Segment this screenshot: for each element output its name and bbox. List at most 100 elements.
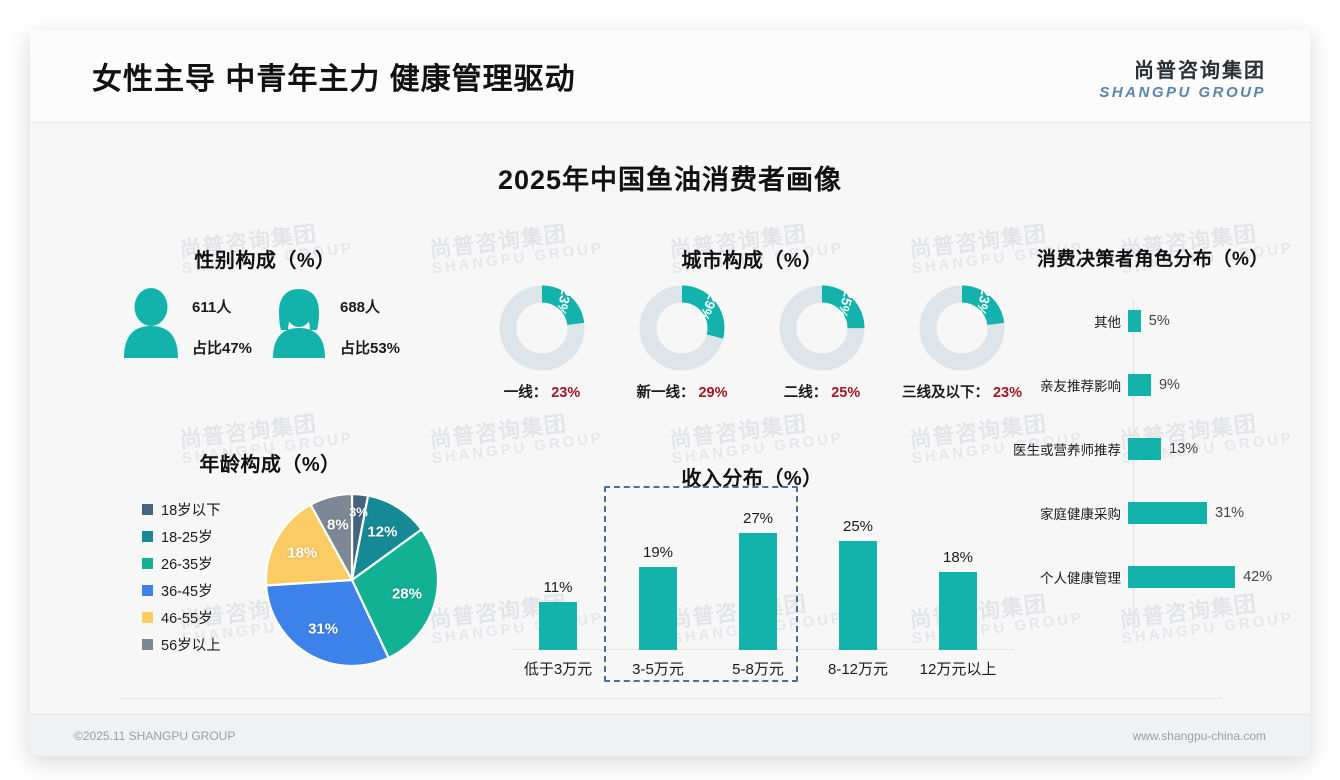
role-bar-row[interactable]: 亲友推荐影响 9% [1008,372,1298,398]
logo-english-text: SHANGPU GROUP [1099,84,1266,101]
role-bar-value: 13% [1169,441,1199,457]
donut-caption-name: 二线： [783,385,828,401]
donut-chart-一线: 23% [496,282,588,374]
role-bar-value: 9% [1158,377,1180,393]
age-pie-legend: 18岁以下 18-25岁 26-35岁 36-45岁 46-55岁 56岁以上 [142,496,221,658]
age-pie-svg [264,492,440,668]
role-bar-row[interactable]: 医生或营养师推荐 13% [1008,436,1298,462]
income-bar[interactable] [539,602,577,650]
age-section-title: 年龄构成（%） [199,454,341,476]
role-bar[interactable] [1128,566,1236,588]
brand-logo: 尚普咨询集团 SHANGPU GROUP [1099,54,1266,101]
legend-label: 46-55岁 [161,611,213,627]
donut-caption-二线: 二线： 25% [784,381,861,402]
pie-slice-46-55岁[interactable] [264,503,354,587]
footer-website[interactable]: www.shangpu-china.com [1132,729,1266,743]
gender-section-title: 性别构成（%） [194,250,336,272]
age-legend-item[interactable]: 46-55岁 [142,604,221,631]
income-bar-group[interactable]: 25% [810,518,906,650]
female-stats: 688人 占比53% [340,288,400,358]
income-bar-group[interactable]: 19% [610,544,706,650]
gender-item-male: 611人 占比47% [122,288,252,360]
role-category-label: 医生或营养师推荐 [1013,443,1121,458]
pie-slice-36-45岁[interactable] [265,578,391,668]
male-icon [124,288,178,358]
pie-label-18-25岁: 12% [367,523,398,541]
male-share: 占比47% [192,340,253,357]
gender-item-female: 688人 占比53% [270,288,400,360]
pie-label-36-45岁: 31% [308,620,339,638]
pie-slice-18-25岁[interactable] [350,494,424,583]
slide-footer: ©2025.11 SHANGPU GROUP www.shangpu-china… [30,714,1310,756]
decision-role-panel: 消费决策者角色分布（%） 其他 5% 亲友推荐影响 9% 医生或营养师推荐 13% 家庭健康… [1008,244,1298,634]
city-donut-cell: 23% 一线： 23% [472,282,612,402]
income-bar-value: 25% [842,518,874,536]
income-category-label: 低于3万元 [523,661,593,678]
income-bar-value: 19% [642,544,674,562]
donut-caption-name: 一线： [503,385,548,401]
role-bar[interactable] [1128,502,1208,524]
age-legend-item[interactable]: 26-35岁 [142,550,221,577]
role-axis-line [1133,300,1134,634]
income-bar[interactable] [639,567,677,650]
age-legend-item[interactable]: 56岁以上 [142,631,221,658]
role-bar-row[interactable]: 家庭健康采购 31% [1008,500,1298,526]
income-bar[interactable] [739,532,777,650]
income-bar-value: 18% [942,548,974,566]
role-bar-value: 42% [1243,569,1273,585]
income-bar-plot: 11% 19% 27% 25% 18% [482,500,1022,650]
donut-caption-value: 23% [988,385,1023,401]
role-category-label: 亲友推荐影响 [1040,379,1121,394]
gender-composition-panel: 性别构成（%） 611人 占比47% 688人 占比53% [100,244,430,404]
income-section-title: 收入分布（%） [681,468,823,490]
donut-caption-一线: 一线： 23% [504,381,581,402]
role-bar-value: 31% [1215,505,1245,521]
role-category-label: 家庭健康采购 [1040,507,1121,522]
income-bar-group[interactable]: 27% [710,510,806,650]
donut-caption-value: 25% [827,385,861,401]
pie-slice-56岁以上[interactable] [309,492,354,581]
income-bar-group[interactable]: 18% [910,549,1006,650]
legend-label: 18-25岁 [161,530,213,546]
legend-label: 56岁以上 [161,638,221,654]
main-chart-title: 2025年中国鱼油消费者画像 [497,165,843,195]
pie-label-46-55岁: 18% [287,544,318,562]
income-bar-value: 11% [543,579,573,597]
male-stats: 611人 占比47% [192,288,252,358]
legend-swatch-icon [142,639,153,650]
donut-caption-name: 三线及以下： [901,385,989,401]
role-bar-row[interactable]: 其他 5% [1008,308,1298,334]
city-donut-cell: 23% 三线及以下： 23% [892,282,1032,402]
donut-caption-三线及以下: 三线及以下： 23% [902,381,1022,402]
income-bar[interactable] [939,571,977,650]
age-legend-item[interactable]: 36-45岁 [142,577,221,604]
income-category-label: 8-12万元 [827,661,889,678]
income-bar-group[interactable]: 11% [510,579,606,650]
income-distribution-panel: 收入分布（%） 11% 19% 27% 25% 18% 低于3万元 3-5万元 5-8万元 8… [482,462,1022,688]
age-legend-item[interactable]: 18-25岁 [142,523,221,550]
legend-swatch-icon [142,585,153,596]
role-bar[interactable] [1128,310,1141,332]
role-bar-plot: 其他 5% 亲友推荐影响 9% 医生或营养师推荐 13% 家庭健康采购 31% 个人健康管理 42… [1008,294,1298,634]
legend-swatch-icon [142,531,153,542]
donut-caption-name: 新一线： [636,385,695,401]
female-icon [273,289,325,358]
footnote-divider [118,698,1222,699]
role-category-label: 其他 [1094,315,1121,330]
age-legend-item[interactable]: 18岁以下 [142,496,221,523]
city-donut-row: 23% 一线： 23% 29% 新一线： 29% 25% 二线： 25% 23% 三线及以下：… [472,282,1032,402]
income-bar[interactable] [839,541,877,650]
city-composition-panel: 城市构成（%） 23% 一线： 23% 29% 新一线： 29% 25% 二线： 25% 2… [472,244,1032,404]
role-bar-row[interactable]: 个人健康管理 42% [1008,564,1298,590]
age-composition-panel: 年龄构成（%） 18岁以下 18-25岁 26-35岁 36-45岁 46-55岁 56岁… [100,448,440,688]
pie-label-26-35岁: 28% [391,585,422,603]
pie-slice-26-35岁[interactable] [350,527,440,660]
role-bar[interactable] [1128,438,1162,460]
pie-label-56岁以上: 8% [327,516,349,534]
age-pie-chart: 3% 12% 28% 31% 18% 8% [264,492,440,668]
legend-label: 18岁以下 [161,503,221,519]
role-bar[interactable] [1128,374,1151,396]
donut-caption-value: 29% [694,385,728,401]
